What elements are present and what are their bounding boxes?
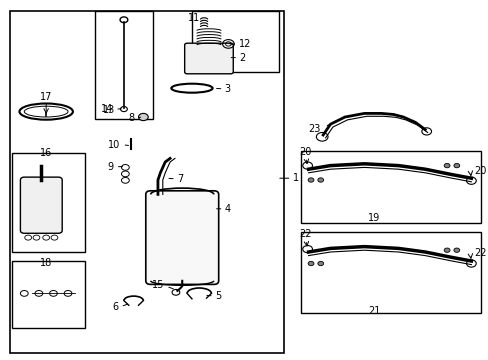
- Text: 1: 1: [292, 173, 298, 183]
- Bar: [12, 261, 85, 328]
- Circle shape: [317, 178, 323, 182]
- Text: 18: 18: [40, 258, 52, 268]
- Circle shape: [307, 178, 313, 182]
- Text: 4: 4: [224, 204, 230, 214]
- Bar: [192, 11, 279, 72]
- Bar: [301, 232, 480, 313]
- FancyBboxPatch shape: [20, 177, 62, 233]
- Text: 14: 14: [101, 104, 113, 114]
- Text: 20: 20: [473, 166, 485, 176]
- Text: 21: 21: [367, 306, 380, 316]
- Bar: [10, 11, 284, 353]
- Text: 22: 22: [298, 229, 311, 239]
- Text: 19: 19: [367, 213, 380, 223]
- Text: 23: 23: [308, 123, 320, 134]
- Text: 10: 10: [108, 140, 120, 150]
- Text: 13: 13: [103, 105, 116, 115]
- Text: 17: 17: [40, 92, 52, 102]
- Text: 3: 3: [224, 84, 230, 94]
- Bar: [95, 11, 153, 119]
- Text: 12: 12: [239, 39, 251, 49]
- Text: 22: 22: [473, 248, 486, 258]
- Bar: [12, 153, 85, 252]
- Text: 6: 6: [112, 302, 118, 312]
- Text: 11: 11: [187, 13, 200, 23]
- Circle shape: [453, 248, 459, 252]
- Text: 7: 7: [177, 174, 183, 184]
- Bar: [301, 151, 480, 223]
- Circle shape: [453, 163, 459, 168]
- Circle shape: [138, 113, 148, 121]
- Text: 8: 8: [128, 113, 134, 123]
- FancyBboxPatch shape: [184, 43, 233, 74]
- Text: 9: 9: [107, 162, 114, 172]
- Circle shape: [443, 163, 449, 168]
- Circle shape: [307, 261, 313, 266]
- Text: 20: 20: [298, 147, 311, 157]
- Text: 5: 5: [214, 291, 221, 301]
- Text: 16: 16: [40, 148, 52, 158]
- Text: 15: 15: [152, 280, 164, 291]
- Circle shape: [443, 248, 449, 252]
- Text: 2: 2: [239, 53, 245, 63]
- Circle shape: [317, 261, 323, 266]
- FancyBboxPatch shape: [145, 191, 218, 284]
